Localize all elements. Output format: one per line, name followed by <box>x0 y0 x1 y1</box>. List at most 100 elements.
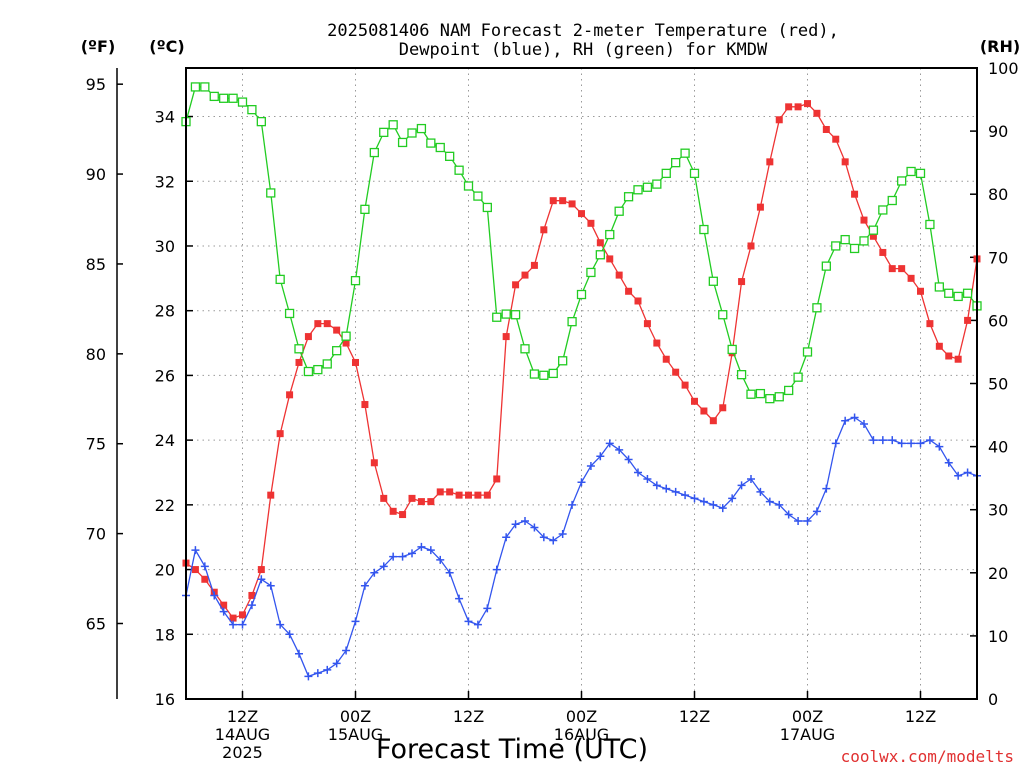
celsius-tick-label: 16 <box>155 690 175 709</box>
temperature-point <box>606 255 614 263</box>
x-tick-label: 2025 <box>222 743 263 762</box>
dewpoint-point <box>954 471 963 480</box>
celsius-tick-label: 24 <box>155 431 175 450</box>
temperature-point <box>681 381 689 389</box>
rh-point <box>868 225 879 235</box>
dewpoint-point <box>521 517 529 526</box>
rh-point <box>445 151 455 161</box>
dewpoint-point <box>803 517 812 526</box>
dewpoint-point <box>219 607 228 616</box>
dewpoint-point <box>351 617 360 626</box>
temperature-point <box>709 417 717 425</box>
x-tick-label: 12Z <box>905 707 936 726</box>
temperature-point <box>869 232 877 240</box>
temperature-point <box>455 491 463 499</box>
dewpoint-point <box>681 491 690 500</box>
rh-point <box>332 346 342 356</box>
grid-lines <box>186 68 977 699</box>
dewpoint-point <box>897 439 906 448</box>
plot-frame <box>185 67 978 700</box>
temperature-point <box>512 281 520 289</box>
rh-point <box>369 147 379 158</box>
dewpoint-point <box>257 575 266 584</box>
dewpoint-point <box>699 497 708 506</box>
rh-point <box>831 241 841 251</box>
rh-point <box>341 331 351 341</box>
temperature-point <box>530 261 538 269</box>
temperature-point <box>879 248 887 256</box>
dewpoint-point <box>794 517 803 526</box>
temperature-point <box>766 158 774 166</box>
temperature-point <box>276 430 284 438</box>
rh-point <box>219 93 229 103</box>
rh-point <box>416 123 427 134</box>
temperature-point <box>352 358 359 366</box>
rh-tick-label: 90 <box>988 122 1008 141</box>
dewpoint-point <box>737 481 746 490</box>
rh-point <box>642 182 653 192</box>
rh-point <box>407 128 417 138</box>
dewpoint-point <box>426 546 435 555</box>
rh-tick-label: 40 <box>988 438 1008 457</box>
rh-point <box>595 250 605 260</box>
rh-point <box>247 104 257 115</box>
rh-point <box>689 168 700 179</box>
rh-point <box>388 120 398 130</box>
dewpoint-point <box>605 439 614 448</box>
temperature-point <box>483 491 491 499</box>
temperature-point <box>380 494 388 502</box>
rh-tick-label: 30 <box>988 501 1008 520</box>
rh-point <box>623 192 634 202</box>
rh-point <box>303 366 314 377</box>
rh-point <box>558 356 568 366</box>
dewpoint-point <box>888 436 897 445</box>
dewpoint-point <box>662 484 671 493</box>
dewpoint-point <box>511 520 520 529</box>
dewpoint-point <box>812 507 821 516</box>
rh-point <box>313 364 323 375</box>
rh-point <box>953 291 963 302</box>
temperature-point <box>653 339 661 347</box>
rh-point <box>765 393 775 404</box>
dewpoint-point <box>624 455 633 464</box>
rh-point <box>755 388 766 399</box>
dewpoint-point <box>360 581 369 590</box>
dewpoint-point <box>747 474 755 483</box>
temperature-point <box>239 611 246 619</box>
rh-point <box>962 288 973 298</box>
temperature-point <box>333 326 341 334</box>
celsius-tick-label: 18 <box>155 625 175 644</box>
dewpoint-point <box>473 620 482 629</box>
rh-tick-label: 70 <box>988 248 1008 267</box>
fahrenheit-tick-label: 90 <box>86 165 106 184</box>
rh-point <box>520 344 530 354</box>
fahrenheit-tick-label: 95 <box>86 75 106 94</box>
temperature-point <box>775 116 783 124</box>
rh-point <box>379 127 389 138</box>
temperature-point <box>323 320 331 328</box>
dewpoint-point <box>765 497 774 506</box>
chart-title-line-1: 2025081406 NAM Forecast 2-meter Temperat… <box>327 21 839 41</box>
temperature-point <box>851 190 859 198</box>
dewpoint-point <box>841 416 850 425</box>
dewpoint-point <box>530 523 539 532</box>
temperature-point <box>954 355 962 363</box>
temperature-point <box>427 498 435 506</box>
temperature-point <box>549 197 557 205</box>
temperature-point <box>945 352 953 360</box>
fahrenheit-tick-label: 65 <box>86 614 106 633</box>
rh-point <box>840 234 850 245</box>
dewpoint-point <box>850 413 859 422</box>
temperature-point <box>691 397 698 405</box>
dewpoint-point <box>313 669 322 678</box>
temperature-point <box>465 491 472 499</box>
dewpoint-point <box>191 546 200 555</box>
rh-series-line <box>185 86 978 400</box>
temperature-point <box>964 316 972 324</box>
temperature-point <box>794 103 802 111</box>
temperature-point <box>832 135 840 143</box>
rh-point <box>209 91 219 102</box>
dewpoint-point <box>558 529 567 538</box>
temperature-point <box>907 274 915 282</box>
rh-tick-label: 50 <box>988 375 1008 394</box>
